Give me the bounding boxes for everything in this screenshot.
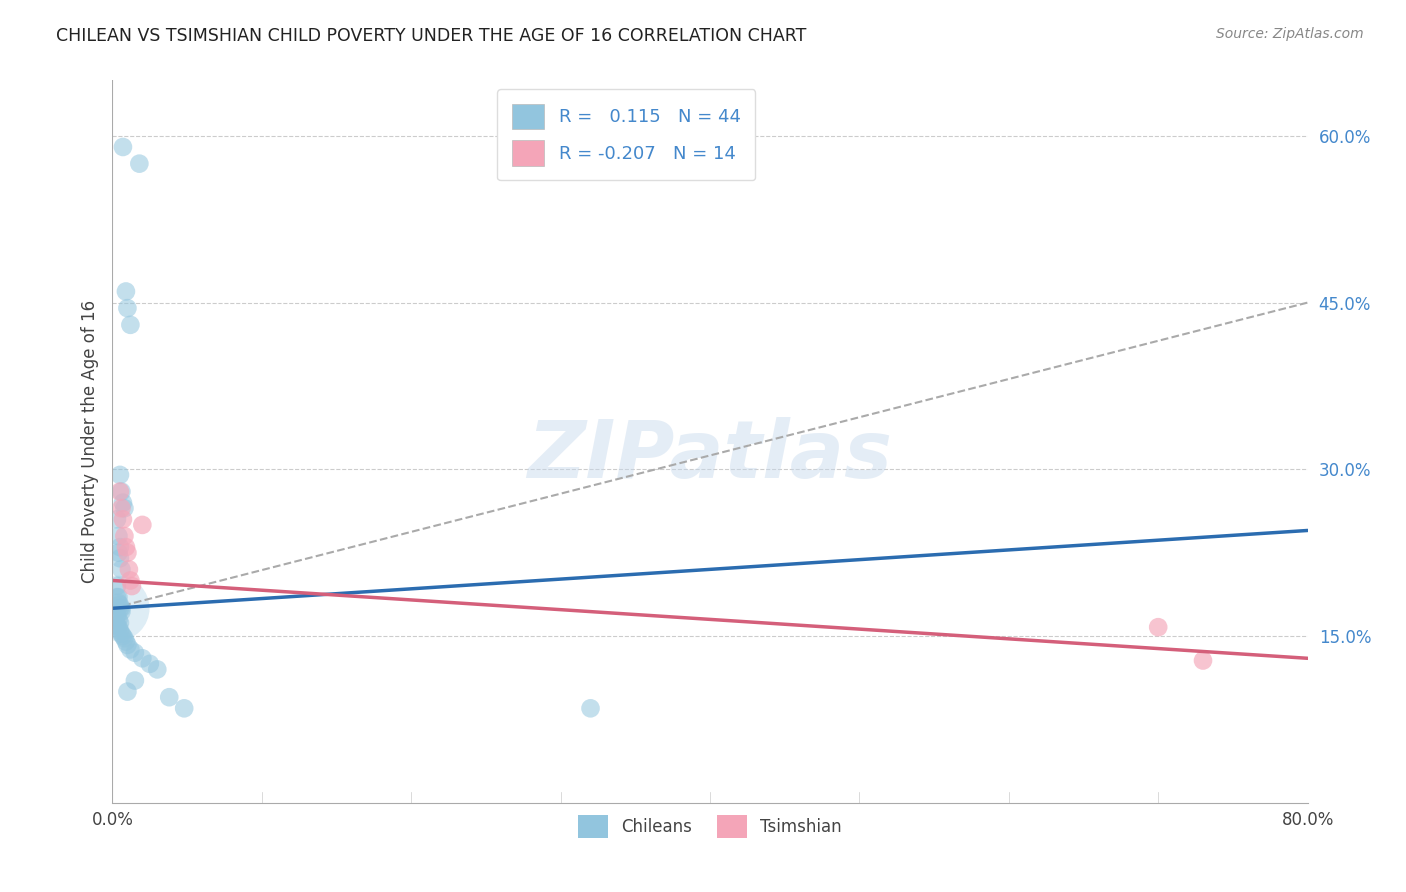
Point <box>131 651 153 665</box>
Point <box>108 540 131 554</box>
Point <box>107 590 129 604</box>
Point <box>117 301 139 315</box>
Point <box>157 690 180 705</box>
Point <box>110 605 132 619</box>
Point <box>114 501 135 516</box>
Point <box>108 484 131 499</box>
Point <box>1192 653 1215 667</box>
Point <box>108 624 131 638</box>
Point <box>105 601 128 615</box>
Point <box>110 484 132 499</box>
Point <box>108 615 131 630</box>
Point <box>131 517 153 532</box>
Point <box>124 673 146 688</box>
Point <box>105 609 128 624</box>
Point <box>120 642 142 657</box>
Point <box>107 546 129 560</box>
Text: CHILEAN VS TSIMSHIAN CHILD POVERTY UNDER THE AGE OF 16 CORRELATION CHART: CHILEAN VS TSIMSHIAN CHILD POVERTY UNDER… <box>56 27 807 45</box>
Point <box>108 467 131 482</box>
Point <box>110 627 132 641</box>
Point <box>107 596 129 610</box>
Point <box>108 601 131 615</box>
Point <box>115 540 138 554</box>
Legend: Chileans, Tsimshian: Chileans, Tsimshian <box>571 808 849 845</box>
Text: Source: ZipAtlas.com: Source: ZipAtlas.com <box>1216 27 1364 41</box>
Point <box>111 140 134 154</box>
Point <box>579 701 602 715</box>
Point <box>105 512 128 526</box>
Point <box>173 701 195 715</box>
Point <box>108 551 131 566</box>
Point <box>115 634 138 648</box>
Point <box>118 562 141 576</box>
Point <box>114 529 135 543</box>
Point <box>111 496 134 510</box>
Point <box>105 579 128 593</box>
Point <box>110 562 132 576</box>
Point <box>115 285 138 299</box>
Point <box>110 501 132 516</box>
Point <box>107 620 129 634</box>
Point <box>117 638 139 652</box>
Point <box>1147 620 1170 634</box>
Text: ZIPatlas: ZIPatlas <box>527 417 893 495</box>
Point <box>120 574 142 588</box>
Point <box>111 512 134 526</box>
Point <box>107 529 129 543</box>
Point <box>105 590 128 604</box>
Point <box>120 318 142 332</box>
Point <box>111 629 134 643</box>
Y-axis label: Child Poverty Under the Age of 16: Child Poverty Under the Age of 16 <box>80 300 98 583</box>
Point <box>108 598 131 612</box>
Point <box>107 612 129 626</box>
Point <box>139 657 162 671</box>
Point <box>105 618 128 632</box>
Point <box>128 156 150 170</box>
Point <box>117 684 139 698</box>
Point <box>114 632 135 646</box>
Point <box>121 579 143 593</box>
Point <box>110 601 132 615</box>
Point <box>146 662 169 676</box>
Point <box>124 646 146 660</box>
Point <box>117 546 139 560</box>
